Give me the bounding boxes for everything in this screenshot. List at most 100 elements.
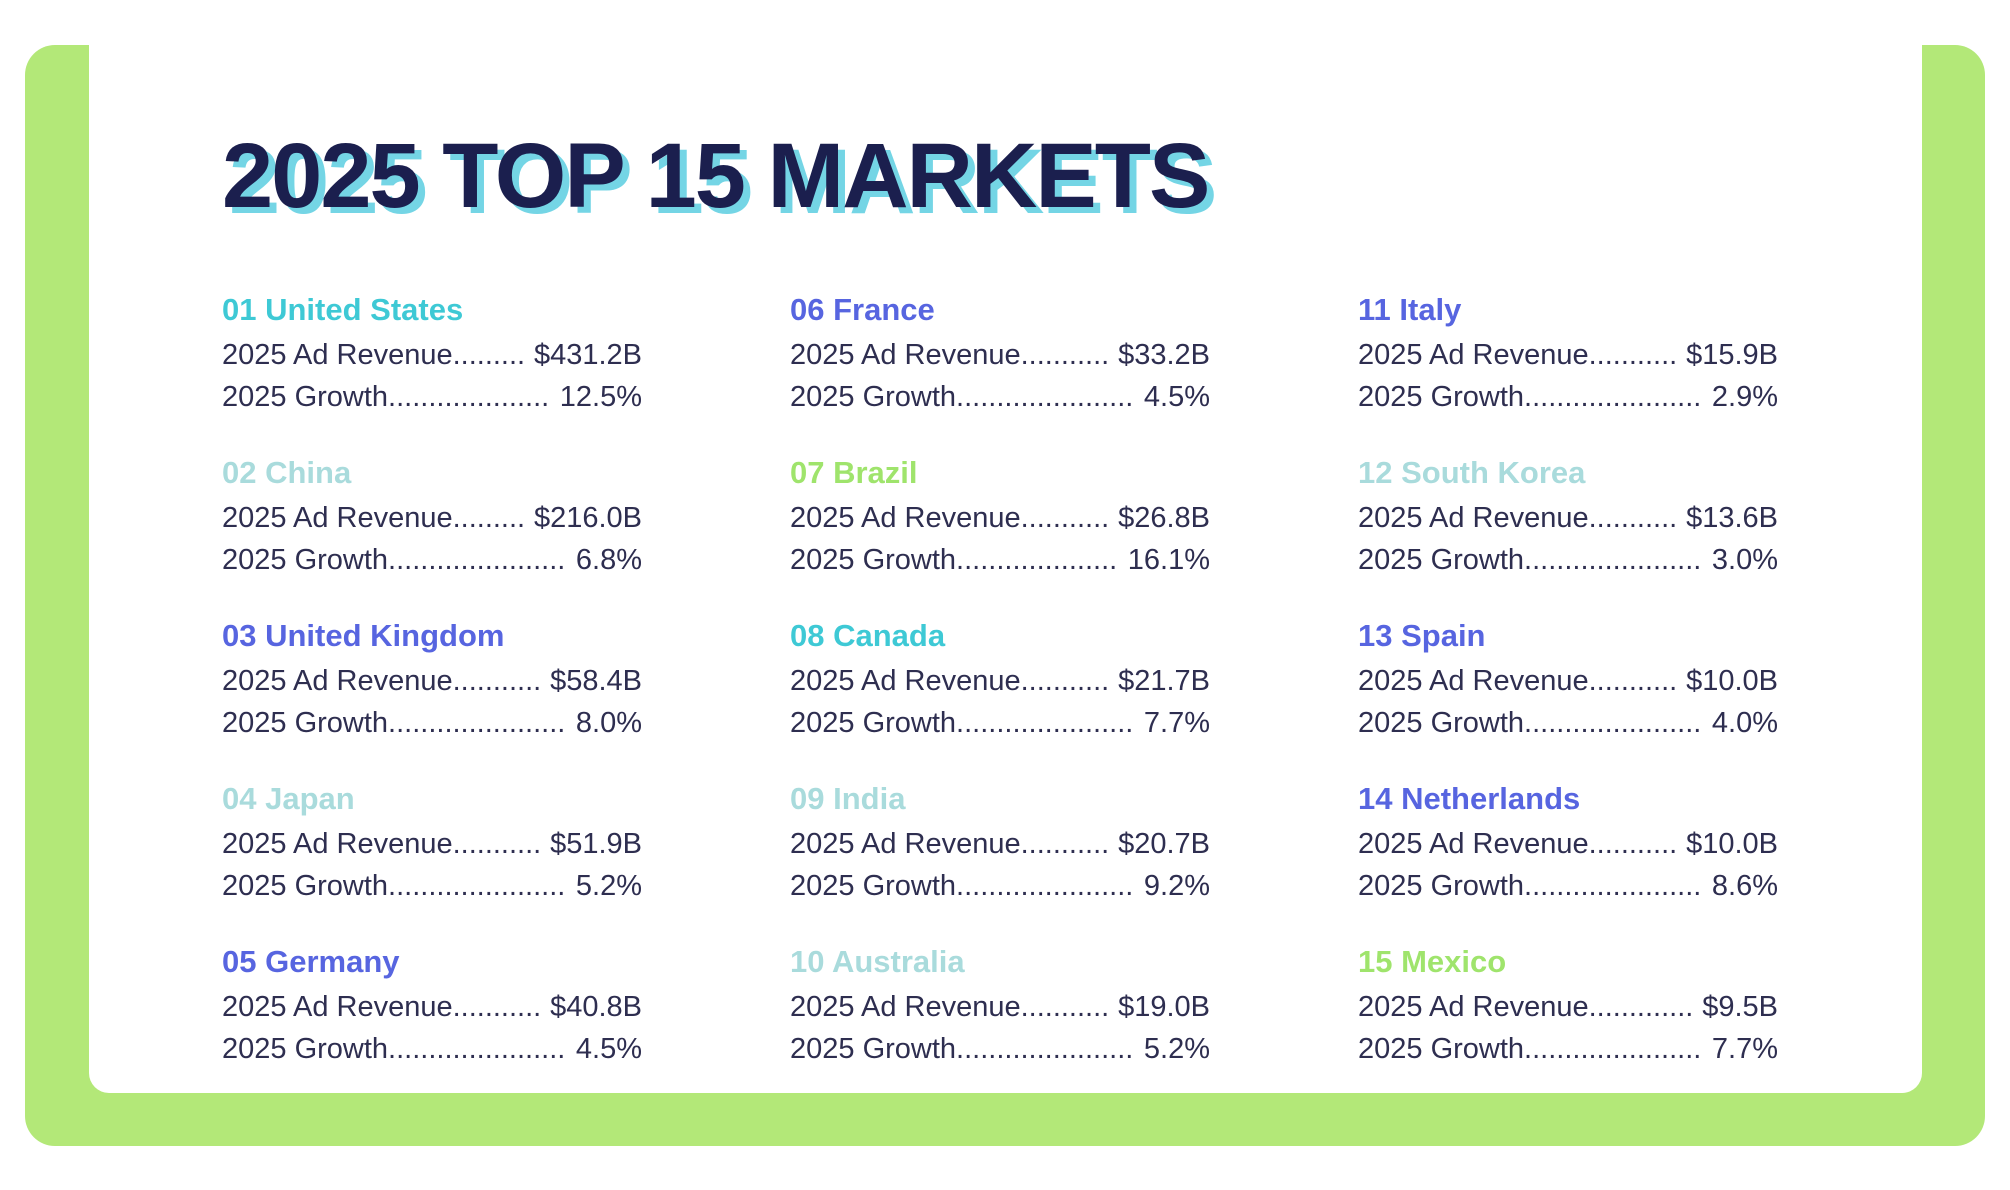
growth-value: 4.5% [1143,381,1210,413]
dot-leader: ........................................… [1524,544,1703,576]
revenue-line: 2025 Ad Revenue ........................… [1358,660,1778,702]
growth-label: 2025 Growth [222,870,389,902]
market-entry-01: 01 United States 2025 Ad Revenue .......… [222,292,642,418]
growth-line: 2025 Growth ............................… [222,376,642,418]
revenue-label: 2025 Ad Revenue [790,502,1021,534]
revenue-line: 2025 Ad Revenue ........................… [222,823,642,865]
market-entry-14: 14 Netherlands 2025 Ad Revenue .........… [1358,781,1778,907]
market-entry-12: 12 South Korea 2025 Ad Revenue .........… [1358,455,1778,581]
growth-line: 2025 Growth ............................… [222,865,642,907]
dot-leader: ........................................… [1524,707,1703,739]
revenue-value: $13.6B [1686,502,1778,534]
growth-line: 2025 Growth ............................… [1358,702,1778,744]
market-heading: 14 Netherlands [1358,781,1581,816]
dot-leader: ........................................… [956,870,1135,902]
revenue-value: $9.5B [1702,991,1778,1023]
growth-value: 7.7% [1711,1033,1778,1065]
revenue-line: 2025 Ad Revenue ........................… [222,497,642,539]
revenue-value: $58.4B [550,665,642,697]
revenue-line: 2025 Ad Revenue ........................… [222,334,642,376]
growth-label: 2025 Growth [222,1033,389,1065]
growth-value: 6.8% [575,544,642,576]
revenue-value: $10.0B [1686,665,1778,697]
market-heading: 03 United Kingdom [222,618,505,653]
growth-label: 2025 Growth [790,870,957,902]
revenue-label: 2025 Ad Revenue [1358,991,1589,1023]
dot-leader: ........................................… [388,544,567,576]
revenue-label: 2025 Ad Revenue [790,339,1021,371]
revenue-label: 2025 Ad Revenue [1358,502,1589,534]
growth-label: 2025 Growth [1358,544,1525,576]
dot-leader: ........................................… [1020,828,1110,860]
growth-line: 2025 Growth ............................… [790,702,1210,744]
revenue-line: 2025 Ad Revenue ........................… [790,986,1210,1028]
market-entry-15: 15 Mexico 2025 Ad Revenue ..............… [1358,944,1778,1070]
dot-leader: ........................................… [388,381,551,413]
growth-value: 12.5% [559,381,642,413]
revenue-line: 2025 Ad Revenue ........................… [222,660,642,702]
revenue-label: 2025 Ad Revenue [1358,665,1589,697]
market-entry-11: 11 Italy 2025 Ad Revenue ...............… [1358,292,1778,418]
dot-leader: ........................................… [1588,828,1678,860]
dot-leader: ........................................… [956,544,1119,576]
growth-label: 2025 Growth [222,381,389,413]
market-heading: 02 China [222,455,352,490]
markets-grid: 01 United States 2025 Ad Revenue .......… [222,292,1922,1070]
market-heading: 10 Australia [790,944,965,979]
revenue-label: 2025 Ad Revenue [790,665,1021,697]
revenue-value: $21.7B [1118,665,1210,697]
growth-label: 2025 Growth [1358,1033,1525,1065]
growth-line: 2025 Growth ............................… [222,1028,642,1070]
dot-leader: ........................................… [452,991,542,1023]
revenue-label: 2025 Ad Revenue [222,665,453,697]
revenue-value: $19.0B [1118,991,1210,1023]
growth-value: 16.1% [1127,544,1210,576]
revenue-value: $33.2B [1118,339,1210,371]
market-entry-03: 03 United Kingdom 2025 Ad Revenue ......… [222,618,642,744]
dot-leader: ........................................… [956,381,1135,413]
growth-value: 8.0% [575,707,642,739]
revenue-line: 2025 Ad Revenue ........................… [790,823,1210,865]
revenue-value: $10.0B [1686,828,1778,860]
revenue-label: 2025 Ad Revenue [222,991,453,1023]
green-frame: 2025 TOP 15 MARKETS 01 United States 202… [25,45,1985,1146]
growth-label: 2025 Growth [790,707,957,739]
dot-leader: ........................................… [1588,991,1694,1023]
revenue-value: $51.9B [550,828,642,860]
revenue-line: 2025 Ad Revenue ........................… [1358,823,1778,865]
dot-leader: ........................................… [1588,502,1678,534]
market-heading: 13 Spain [1358,618,1486,653]
dot-leader: ........................................… [452,339,525,371]
growth-line: 2025 Growth ............................… [790,539,1210,581]
revenue-label: 2025 Ad Revenue [222,502,453,534]
market-heading: 12 South Korea [1358,455,1586,490]
revenue-label: 2025 Ad Revenue [222,828,453,860]
revenue-label: 2025 Ad Revenue [1358,339,1589,371]
revenue-label: 2025 Ad Revenue [222,339,453,371]
growth-label: 2025 Growth [1358,707,1525,739]
revenue-value: $15.9B [1686,339,1778,371]
revenue-value: $216.0B [533,502,642,534]
growth-line: 2025 Growth ............................… [790,865,1210,907]
revenue-line: 2025 Ad Revenue ........................… [222,986,642,1028]
dot-leader: ........................................… [1020,502,1110,534]
market-entry-08: 08 Canada 2025 Ad Revenue ..............… [790,618,1210,744]
content-panel: 2025 TOP 15 MARKETS 01 United States 202… [89,45,1922,1093]
growth-value: 4.5% [575,1033,642,1065]
growth-value: 8.6% [1711,870,1778,902]
growth-value: 5.2% [575,870,642,902]
market-heading: 09 India [790,781,906,816]
dot-leader: ........................................… [1020,339,1110,371]
growth-label: 2025 Growth [790,381,957,413]
growth-value: 5.2% [1143,1033,1210,1065]
market-entry-13: 13 Spain 2025 Ad Revenue ...............… [1358,618,1778,744]
revenue-line: 2025 Ad Revenue ........................… [1358,334,1778,376]
growth-line: 2025 Growth ............................… [222,539,642,581]
growth-line: 2025 Growth ............................… [1358,376,1778,418]
dot-leader: ........................................… [1020,991,1110,1023]
market-heading: 11 Italy [1358,292,1462,327]
revenue-value: $431.2B [533,339,642,371]
growth-label: 2025 Growth [222,707,389,739]
revenue-value: $40.8B [550,991,642,1023]
